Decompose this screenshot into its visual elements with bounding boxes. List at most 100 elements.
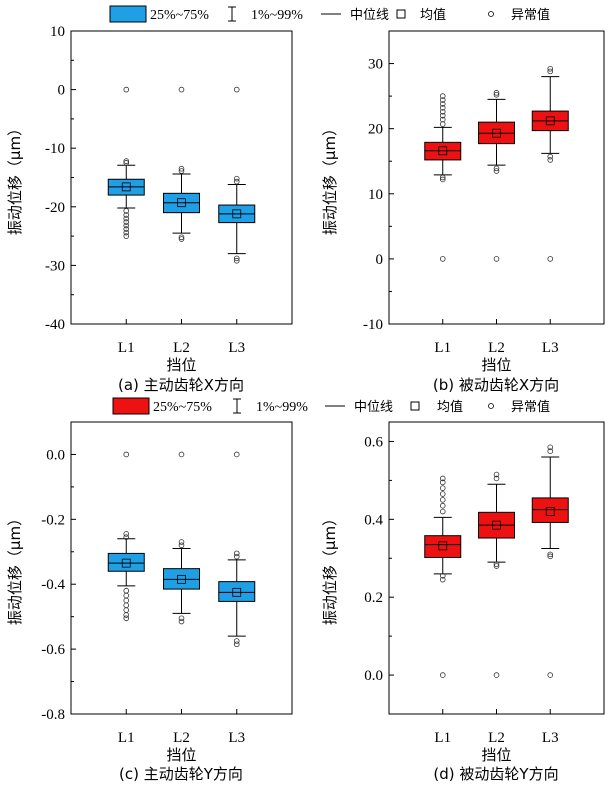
box-series-L3: L3 bbox=[218, 86, 256, 356]
outlier-point bbox=[178, 615, 185, 622]
outlier-point bbox=[178, 542, 185, 549]
panels: 10 0 -10 -20 -30 -40 振动位移（μm） 挡位 (a) 主动齿轮X方向 L1 L2… bbox=[6, 24, 605, 783]
legend-box-swatch bbox=[112, 397, 150, 415]
legend-whisker-label: 1%~99% bbox=[256, 400, 308, 415]
outlier-point bbox=[123, 531, 130, 537]
outlier-point bbox=[439, 121, 446, 127]
outlier-point bbox=[178, 168, 185, 174]
legend-outlier-icon bbox=[488, 403, 494, 409]
box-series-L2: L2 bbox=[163, 451, 200, 746]
outlier-point bbox=[439, 174, 446, 181]
outlier-point bbox=[233, 178, 240, 185]
outlier-point bbox=[493, 256, 500, 262]
outlier-point bbox=[233, 553, 240, 560]
mean-marker bbox=[121, 558, 131, 568]
outlier-point bbox=[123, 215, 130, 222]
x-axis-label: 挡位 bbox=[166, 356, 196, 374]
outlier-point bbox=[493, 672, 500, 678]
category-label: L3 bbox=[542, 340, 559, 356]
chart-panel: 0.6 0.4 0.2 0.0 振动位移（μm） 挡位(d) 被动齿轮Y方向 L1 L2 L3 bbox=[321, 421, 605, 783]
outlier-point bbox=[123, 451, 130, 458]
box-series-L3: L3 bbox=[218, 451, 256, 746]
category-label: L2 bbox=[173, 730, 190, 746]
outlier-point bbox=[547, 68, 554, 75]
outlier-point bbox=[123, 534, 130, 540]
outlier-point bbox=[123, 607, 130, 613]
y-axis-label: 振动位移（μm） bbox=[321, 511, 339, 625]
mean-marker bbox=[121, 182, 131, 192]
outlier-point bbox=[233, 550, 240, 557]
legend-median-label: 中位线 bbox=[350, 8, 389, 23]
outlier-point bbox=[233, 86, 240, 93]
y-tick-label: -10 bbox=[363, 317, 383, 333]
y-tick-label: 0.4 bbox=[364, 512, 383, 528]
x-axis-label: 挡位 bbox=[166, 746, 196, 764]
y-tick-label: 0.0 bbox=[364, 668, 383, 684]
outlier-point bbox=[547, 153, 554, 160]
mean-marker bbox=[177, 198, 186, 208]
outlier-point bbox=[123, 208, 130, 214]
outlier-point bbox=[123, 226, 130, 232]
mean-marker bbox=[438, 541, 448, 551]
mean-marker bbox=[545, 116, 555, 126]
box-iqr bbox=[218, 581, 256, 602]
outlier-point bbox=[439, 497, 446, 503]
legend-median-label: 中位线 bbox=[354, 400, 393, 415]
y-tick-label: 10 bbox=[50, 24, 65, 40]
y-tick-label: 0.0 bbox=[46, 447, 65, 463]
y-tick-label: -0.2 bbox=[41, 512, 65, 528]
outlier-point bbox=[233, 175, 240, 182]
box-series-L2: L2 bbox=[478, 90, 515, 356]
category-label: L1 bbox=[434, 730, 451, 746]
y-tick-label: -0.8 bbox=[41, 707, 65, 723]
y-tick-label: 10 bbox=[368, 187, 383, 203]
outlier-point bbox=[178, 451, 185, 458]
outlier-point bbox=[123, 212, 130, 218]
legend-top: 25%~75% 1%~99% 中位线 均值 异常值 bbox=[109, 5, 550, 23]
outlier-point bbox=[233, 641, 240, 648]
y-tick-label: -0.4 bbox=[41, 577, 65, 593]
legend-whisker-icon bbox=[228, 6, 236, 22]
box-series-L1: L1 bbox=[107, 451, 145, 746]
outlier-point bbox=[123, 158, 130, 164]
box-iqr bbox=[531, 497, 569, 523]
outlier-point bbox=[493, 561, 500, 567]
outlier-point bbox=[439, 101, 446, 107]
panel-caption: (c) 主动齿轮Y方向 bbox=[119, 765, 243, 783]
outlier-point bbox=[123, 587, 130, 594]
outlier-point bbox=[439, 572, 446, 579]
outlier-point bbox=[233, 451, 240, 458]
y-tick-label: -20 bbox=[45, 200, 65, 216]
outlier-point bbox=[439, 508, 446, 515]
outlier-point bbox=[547, 65, 554, 72]
mean-marker bbox=[232, 209, 242, 219]
box-series-L2: L2 bbox=[163, 86, 200, 356]
category-label: L3 bbox=[228, 340, 245, 356]
category-label: L3 bbox=[228, 730, 245, 746]
outlier-point bbox=[123, 219, 130, 225]
legend-box-swatch bbox=[109, 5, 147, 23]
legend-mean-label: 均值 bbox=[437, 399, 463, 415]
category-label: L1 bbox=[118, 730, 135, 746]
category-label: L1 bbox=[118, 340, 135, 356]
outlier-point bbox=[439, 502, 446, 509]
outlier-point bbox=[233, 638, 240, 644]
outlier-point bbox=[439, 491, 446, 497]
outlier-point bbox=[439, 116, 446, 123]
box-series-L1: L1 bbox=[107, 86, 145, 356]
x-axis-label: 挡位 bbox=[481, 356, 511, 374]
legend-mean-label: 均值 bbox=[420, 7, 446, 23]
plot-frame bbox=[388, 421, 605, 715]
outlier-point bbox=[439, 97, 446, 103]
box-iqr bbox=[424, 535, 462, 558]
outlier-point bbox=[493, 471, 500, 478]
legend-mean-icon bbox=[410, 401, 420, 411]
category-label: L2 bbox=[488, 730, 505, 746]
y-axis-label: 振动位移（μm） bbox=[6, 121, 24, 235]
mean-marker bbox=[232, 587, 242, 597]
y-axis-label: 振动位移（μm） bbox=[321, 121, 339, 235]
box-series-L3: L3 bbox=[531, 65, 569, 356]
outlier-point bbox=[123, 86, 130, 93]
outlier-point bbox=[439, 112, 446, 119]
y-tick-label: -0.6 bbox=[41, 642, 65, 658]
